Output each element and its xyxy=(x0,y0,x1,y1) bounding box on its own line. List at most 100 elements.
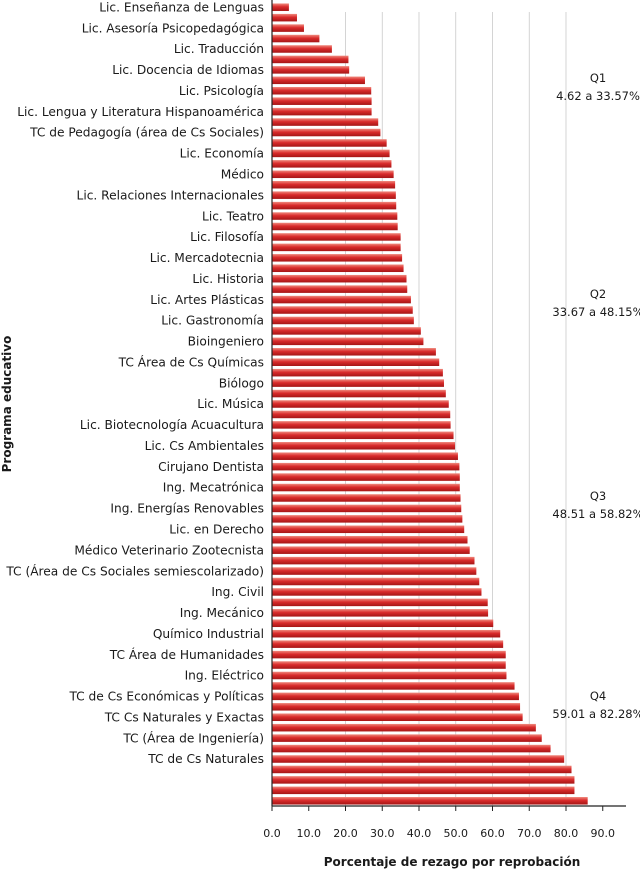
category-label: TC Área de Humanidades xyxy=(109,647,264,662)
bar xyxy=(272,13,297,22)
quartile-annotation: Q2 33.67 a 48.15% xyxy=(552,287,640,319)
bar xyxy=(272,3,289,11)
quartile-range: 59.01 a 82.28% xyxy=(552,707,640,721)
bar xyxy=(272,368,443,377)
bar xyxy=(272,107,372,116)
bar xyxy=(272,734,542,742)
bar xyxy=(272,744,551,753)
category-label: Ing. Mecatrónica xyxy=(163,481,264,495)
x-tick-label: 90.0 xyxy=(591,827,616,840)
bar xyxy=(272,118,379,126)
bar xyxy=(272,45,332,53)
bar xyxy=(272,462,460,471)
bar xyxy=(272,24,304,32)
bar xyxy=(272,421,451,429)
quartile-range: 48.51 a 58.82% xyxy=(552,507,640,521)
bar xyxy=(272,797,588,805)
category-label: Ing. Eléctrico xyxy=(185,669,264,683)
bar xyxy=(272,201,397,210)
bar xyxy=(272,233,401,241)
bar xyxy=(272,191,396,199)
bar xyxy=(272,723,536,732)
x-tick-label: 10.0 xyxy=(297,827,322,840)
bar xyxy=(272,285,408,293)
x-tick-label: 60.0 xyxy=(480,827,505,840)
category-label: Bioingeniero xyxy=(188,335,264,349)
bar xyxy=(272,34,320,43)
bar xyxy=(272,327,421,335)
category-label: TC Cs Naturales y Exactas xyxy=(104,710,264,724)
category-label: TC Área de Cs Químicas xyxy=(118,354,264,369)
category-label: Lic. Gastronomía xyxy=(161,314,264,328)
bar xyxy=(272,128,381,137)
bar xyxy=(272,629,501,638)
bar xyxy=(272,149,390,158)
bar xyxy=(272,556,475,565)
bars xyxy=(272,3,588,805)
x-tick-label: 80.0 xyxy=(554,827,579,840)
bar xyxy=(272,306,413,314)
bar xyxy=(272,567,477,575)
category-label: Lic. Relaciones Internacionales xyxy=(77,188,264,202)
bar xyxy=(272,671,507,680)
bar xyxy=(272,243,401,252)
bar xyxy=(272,76,365,85)
quartile-range: 33.67 a 48.15% xyxy=(552,305,640,319)
bar xyxy=(272,212,398,220)
bar xyxy=(272,525,465,534)
bar xyxy=(272,588,482,596)
quartile-title: Q2 xyxy=(590,287,606,301)
category-label: Lic. Historia xyxy=(192,272,264,286)
x-tick-label: 20.0 xyxy=(333,827,358,840)
bar xyxy=(272,650,506,659)
bar xyxy=(272,577,480,586)
bar xyxy=(272,160,392,168)
category-label: TC de Cs Naturales xyxy=(147,752,264,766)
bar xyxy=(272,609,489,617)
bar xyxy=(272,66,350,74)
bar xyxy=(272,274,407,283)
bar xyxy=(272,504,462,513)
category-label: Médico xyxy=(221,167,264,181)
bar xyxy=(272,431,454,440)
x-tick-label: 70.0 xyxy=(517,827,542,840)
category-label: Lic. Teatro xyxy=(202,209,264,223)
bar xyxy=(272,713,523,722)
category-label: Lic. Asesoría Psicopedagógica xyxy=(82,21,264,35)
bar xyxy=(272,86,372,95)
x-tick-label: 40.0 xyxy=(407,827,432,840)
bar xyxy=(272,494,461,502)
bar xyxy=(272,254,403,262)
bar xyxy=(272,661,506,669)
bar xyxy=(272,379,444,387)
category-label: Cirujano Dentista xyxy=(158,460,264,474)
x-axis-ticks: 0.0 10.0 20.0 30.0 40.0 50.0 60.0 70.0 80.0 90.0 xyxy=(263,806,615,840)
category-label: Biólogo xyxy=(219,376,264,390)
category-label: Ing. Energías Renovables xyxy=(110,502,264,516)
bar xyxy=(272,515,463,523)
bar xyxy=(272,337,424,346)
quartile-title: Q3 xyxy=(590,489,606,503)
bar xyxy=(272,400,449,408)
bar xyxy=(272,682,515,690)
bar xyxy=(272,598,488,607)
bar xyxy=(272,473,460,481)
category-label: Lic. Artes Plásticas xyxy=(150,293,264,307)
category-label: Lic. Economía xyxy=(180,147,264,161)
category-label: Lic. Filosofía xyxy=(190,230,264,244)
bar xyxy=(272,139,387,147)
category-label: Químico Industrial xyxy=(153,627,264,641)
category-label: Lic. Biotecnología Acuacultura xyxy=(80,418,264,432)
category-label: Lic. Mercadotecnia xyxy=(150,251,264,265)
bar xyxy=(272,786,575,795)
bar xyxy=(272,97,372,105)
bar xyxy=(272,640,504,648)
quartile-annotations: Q1 4.62 a 33.57% Q2 33.67 a 48.15% Q3 48.51 a… xyxy=(552,71,640,721)
bar xyxy=(272,776,575,784)
category-label: Lic. Música xyxy=(197,397,264,411)
bar xyxy=(272,264,404,273)
bar xyxy=(272,442,456,450)
bar xyxy=(272,295,411,304)
quartile-annotation: Q3 48.51 a 58.82% xyxy=(552,489,640,521)
